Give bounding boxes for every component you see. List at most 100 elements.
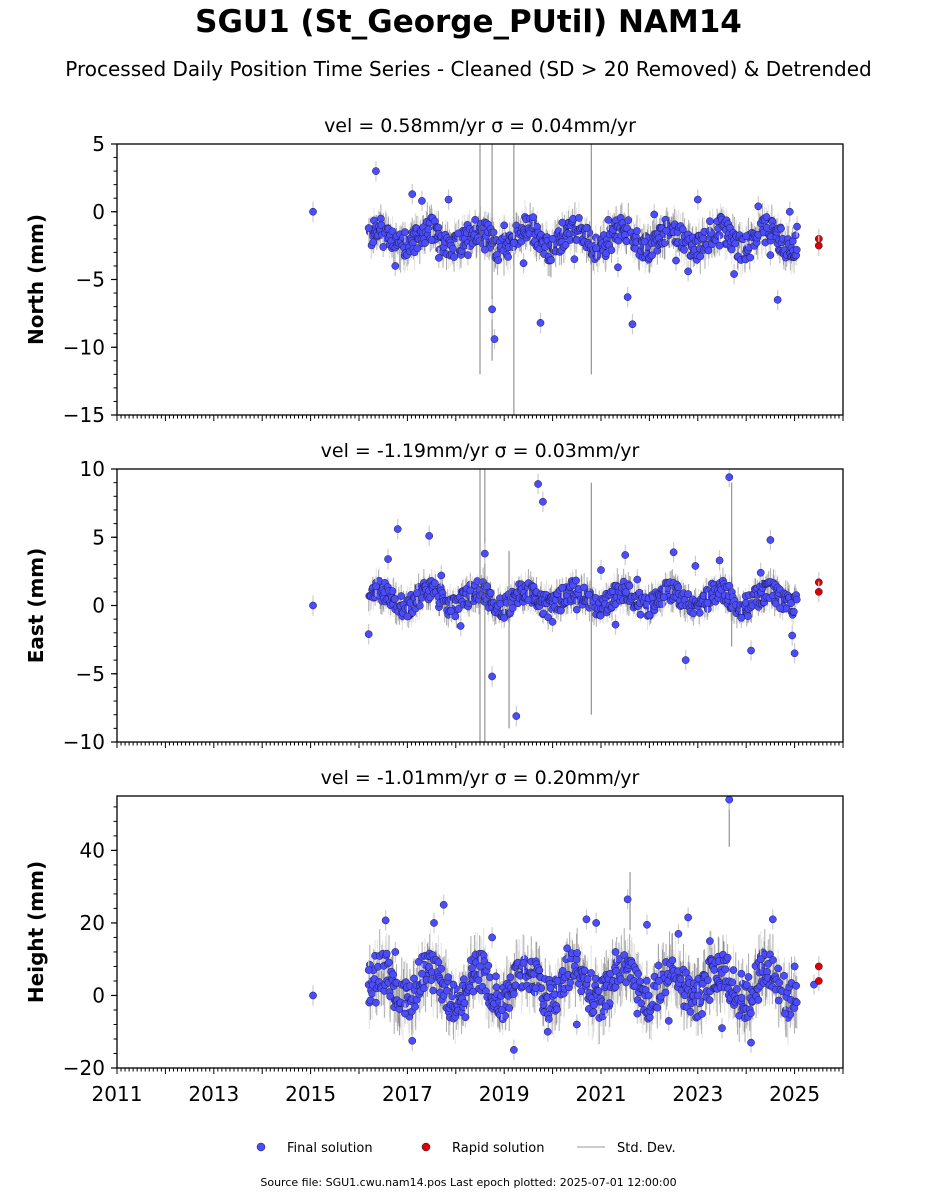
final-point — [686, 1008, 695, 1016]
final-point — [372, 582, 380, 591]
final-point — [628, 320, 637, 329]
final-point — [648, 251, 656, 260]
final-point — [451, 612, 460, 621]
final-point — [791, 231, 800, 240]
final-point — [429, 986, 437, 995]
final-point — [746, 1009, 755, 1018]
x-tick-label: 2025 — [769, 1082, 820, 1106]
final-point — [539, 497, 547, 506]
final-point — [488, 933, 496, 942]
final-point — [401, 228, 409, 236]
panel-title-east: vel = -1.19mm/yr σ = 0.03mm/yr — [321, 440, 640, 462]
final-point — [693, 195, 702, 204]
y-tick-label: −15 — [63, 403, 105, 427]
final-point — [535, 966, 544, 975]
final-point — [621, 551, 630, 559]
final-point — [480, 549, 489, 558]
legend-label: Rapid solution — [452, 1141, 544, 1156]
final-point — [486, 589, 495, 597]
final-point — [425, 532, 434, 540]
final-point — [448, 992, 457, 1001]
final-point — [669, 548, 678, 557]
final-point — [622, 237, 631, 246]
final-point — [676, 975, 685, 984]
final-point — [742, 232, 751, 240]
final-point — [662, 226, 671, 235]
final-point — [434, 223, 443, 232]
final-point — [733, 985, 741, 993]
final-point — [792, 245, 801, 254]
final-point — [674, 583, 683, 592]
legend-label: Final solution — [287, 1141, 373, 1156]
final-point — [664, 1017, 673, 1025]
final-point — [624, 216, 633, 225]
final-point — [634, 969, 643, 978]
chart-title: SGU1 (St_George_PUtil) NAM14 — [195, 4, 742, 40]
final-point — [754, 996, 763, 1004]
final-point — [410, 974, 418, 983]
final-point — [706, 937, 714, 945]
final-point — [633, 1009, 642, 1018]
y-tick-label: 5 — [92, 132, 105, 156]
final-point — [558, 583, 567, 592]
final-point — [461, 1013, 470, 1022]
final-point — [381, 916, 390, 925]
y-axis-label-north: North (mm) — [24, 214, 48, 345]
final-point — [681, 656, 690, 664]
final-point — [531, 984, 540, 993]
final-point — [705, 996, 714, 1004]
final-point — [680, 991, 689, 1000]
final-point — [546, 984, 555, 993]
final-point — [661, 238, 669, 247]
y-tick-label: −20 — [63, 1056, 105, 1080]
final-point — [653, 1003, 662, 1012]
final-point — [369, 238, 378, 247]
final-point — [622, 978, 630, 987]
final-point — [563, 944, 571, 953]
final-point — [636, 977, 644, 986]
final-point — [539, 1000, 548, 1009]
final-point — [391, 948, 400, 956]
final-point — [704, 976, 712, 984]
final-point — [744, 612, 752, 621]
final-point — [309, 601, 317, 610]
final-point — [544, 1015, 553, 1024]
final-point — [756, 568, 765, 577]
final-point — [718, 1024, 726, 1032]
chart-subtitle: Processed Daily Position Time Series - C… — [65, 57, 872, 81]
final-point — [577, 987, 586, 996]
final-point — [480, 245, 489, 254]
y-tick-label: 0 — [92, 594, 105, 618]
final-point — [510, 1046, 518, 1054]
x-tick-label: 2015 — [285, 1082, 336, 1106]
final-point — [413, 589, 421, 598]
final-point — [774, 996, 783, 1005]
final-point — [548, 235, 557, 243]
final-point — [650, 210, 659, 219]
final-point — [727, 245, 736, 254]
final-point — [408, 1036, 417, 1045]
rapid-point — [814, 588, 823, 596]
final-point — [721, 965, 730, 974]
final-point — [788, 631, 797, 640]
final-point — [723, 953, 732, 962]
final-point — [746, 253, 755, 262]
final-point — [672, 256, 680, 265]
final-point — [388, 227, 397, 236]
y-tick-label: 20 — [80, 911, 105, 935]
final-point — [592, 244, 601, 253]
final-point — [596, 611, 605, 620]
final-point — [674, 929, 683, 938]
final-point — [762, 213, 771, 221]
final-point — [710, 966, 719, 974]
final-point — [401, 1009, 409, 1018]
final-point — [464, 251, 472, 259]
final-point — [434, 958, 443, 966]
final-point — [466, 586, 475, 595]
y-tick-label: −10 — [63, 730, 105, 754]
final-point — [488, 305, 496, 314]
final-point — [437, 964, 446, 973]
final-point — [695, 609, 704, 617]
final-point — [730, 270, 738, 278]
rapid-point — [814, 977, 823, 985]
